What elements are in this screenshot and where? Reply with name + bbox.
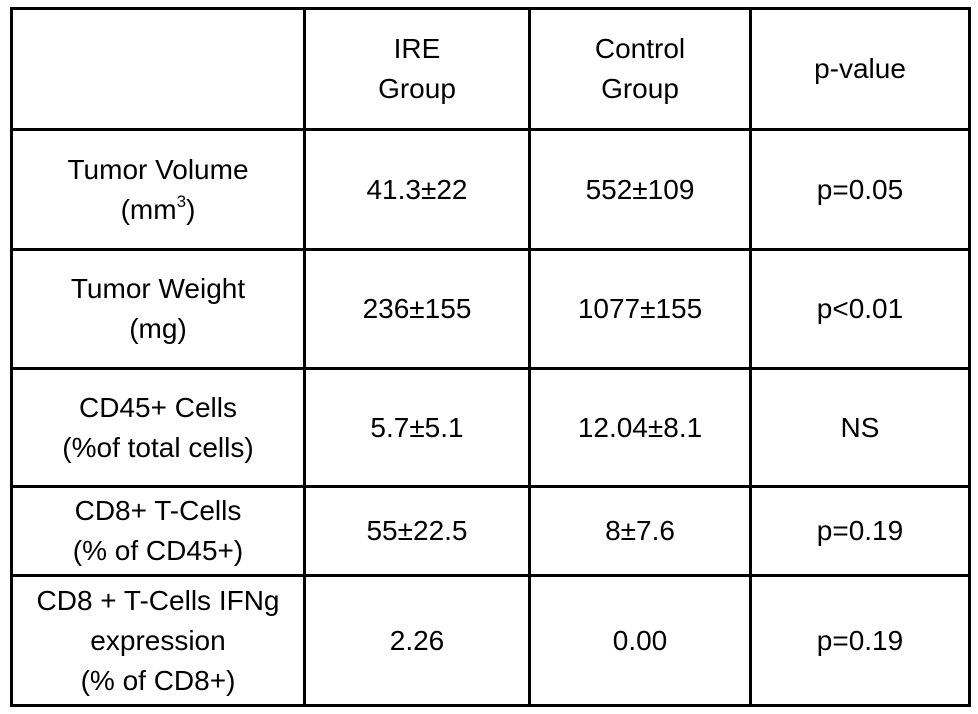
- row-label-line: (mg): [129, 313, 187, 344]
- row-label-cd8-ifng-expression: CD8 + T-Cells IFNg expression (% of CD8+…: [10, 574, 306, 707]
- row-label-line: (% of CD45+): [72, 535, 244, 566]
- row-label-line: (%of total cells): [62, 431, 254, 463]
- header-control-group: Control Group: [528, 7, 752, 131]
- row-label-line: Tumor Weight: [70, 273, 246, 304]
- row-label-cd45-cells: CD45+ Cells (%of total cells): [10, 367, 306, 488]
- header-control-line-1: Control: [594, 33, 686, 64]
- control-value-cell: 8±7.6: [528, 485, 752, 577]
- row-label-line: CD45+ Cells: [79, 391, 237, 423]
- ire-value-cell: 5.7±5.1: [303, 367, 531, 488]
- row-label-line: CD8+ T-Cells: [74, 495, 242, 526]
- row-label-tumor-volume: Tumor Volume (mm3): [10, 128, 306, 251]
- ire-value-cell: 55±22.5: [303, 485, 531, 577]
- ire-value-cell: 236±155: [303, 248, 531, 370]
- table-row: Tumor Volume (mm3) 41.3±22 552±109 p=0.0…: [10, 128, 971, 251]
- row-label-unit: (mm3): [19, 190, 297, 230]
- header-ire-line-2: Group: [378, 73, 456, 104]
- header-row: IRE Group Control Group p-value: [10, 7, 971, 131]
- row-label-tumor-weight: Tumor Weight (mg): [10, 248, 306, 370]
- p-value-cell: p=0.19: [749, 485, 971, 577]
- p-value-cell: p=0.05: [749, 128, 971, 251]
- table-row: CD8+ T-Cells (% of CD45+) 55±22.5 8±7.6 …: [10, 485, 971, 577]
- ire-value-cell: 41.3±22: [303, 128, 531, 251]
- unit-suffix: ): [186, 193, 196, 225]
- p-value-cell: NS: [749, 367, 971, 488]
- header-control-line-2: Group: [601, 73, 679, 104]
- table-row: CD8 + T-Cells IFNg expression (% of CD8+…: [10, 574, 971, 707]
- table-row: CD45+ Cells (%of total cells) 5.7±5.1 12…: [10, 367, 971, 488]
- header-corner-cell: [10, 7, 306, 131]
- unit-prefix: (mm: [120, 193, 177, 225]
- control-value-cell: 552±109: [528, 128, 752, 251]
- results-table: IRE Group Control Group p-value Tumor Vo…: [10, 7, 971, 707]
- row-label-line: (% of CD8+): [80, 664, 236, 696]
- header-ire-line-1: IRE: [393, 33, 441, 64]
- p-value-cell: p<0.01: [749, 248, 971, 370]
- row-label-line: Tumor Volume: [67, 153, 249, 185]
- control-value-cell: 0.00: [528, 574, 752, 707]
- table-row: Tumor Weight (mg) 236±155 1077±155 p<0.0…: [10, 248, 971, 370]
- row-label-line: expression: [90, 624, 226, 656]
- unit-superscript: 3: [176, 191, 187, 211]
- row-label-cd8-t-cells: CD8+ T-Cells (% of CD45+): [10, 485, 306, 577]
- header-p-value: p-value: [749, 7, 971, 131]
- control-value-cell: 1077±155: [528, 248, 752, 370]
- control-value-cell: 12.04±8.1: [528, 367, 752, 488]
- header-ire-group: IRE Group: [303, 7, 531, 131]
- p-value-cell: p=0.19: [749, 574, 971, 707]
- row-label-line: CD8 + T-Cells IFNg: [36, 584, 280, 616]
- ire-value-cell: 2.26: [303, 574, 531, 707]
